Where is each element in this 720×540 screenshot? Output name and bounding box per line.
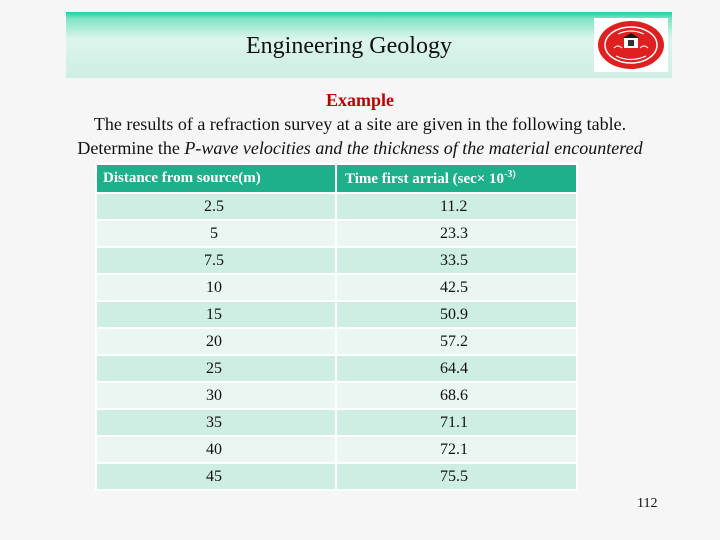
time-cell: 11.2 — [335, 192, 578, 221]
column-header-time: Time first arrial (sec× 10-3) — [335, 163, 578, 194]
example-heading: Example — [325, 90, 394, 110]
column-header-time-exponent: -3) — [504, 169, 516, 180]
table-row: 20 57.2 — [95, 327, 578, 356]
time-cell: 33.5 — [335, 246, 578, 275]
table-row: 35 71.1 — [95, 408, 578, 437]
distance-cell: 2.5 — [95, 192, 337, 221]
problem-statement-line-1: The results of a refraction survey at a … — [93, 114, 627, 134]
university-seal-icon — [594, 18, 668, 72]
distance-cell: 7.5 — [95, 246, 337, 275]
time-cell: 57.2 — [335, 327, 578, 356]
time-cell: 71.1 — [335, 408, 578, 437]
problem-statement-italic: P-wave velocities and the thickness of t… — [184, 138, 643, 158]
table-row: 25 64.4 — [95, 354, 578, 383]
time-cell: 23.3 — [335, 219, 578, 248]
distance-cell: 20 — [95, 327, 337, 356]
table-row: 10 42.5 — [95, 273, 578, 302]
time-cell: 72.1 — [335, 435, 578, 464]
distance-cell: 45 — [95, 462, 337, 491]
column-header-time-text: Time first arrial (sec× 10 — [345, 171, 505, 187]
table-row: 30 68.6 — [95, 381, 578, 410]
refraction-data-table: Distance from source(m) Time first arria… — [95, 163, 578, 491]
distance-cell: 5 — [95, 219, 337, 248]
time-cell: 42.5 — [335, 273, 578, 302]
table-row: 15 50.9 — [95, 300, 578, 329]
table-header-row: Distance from source(m) Time first arria… — [95, 163, 578, 194]
slide-title: Engineering Geology — [246, 33, 452, 59]
time-cell: 75.5 — [335, 462, 578, 491]
title-banner: Engineering Geology — [66, 12, 672, 78]
column-header-distance: Distance from source(m) — [95, 163, 337, 194]
time-cell: 68.6 — [335, 381, 578, 410]
problem-statement-prefix: Determine the — [77, 138, 185, 158]
time-cell: 50.9 — [335, 300, 578, 329]
distance-cell: 30 — [95, 381, 337, 410]
distance-cell: 15 — [95, 300, 337, 329]
distance-cell: 10 — [95, 273, 337, 302]
table-row: 2.5 11.2 — [95, 192, 578, 221]
distance-cell: 25 — [95, 354, 337, 383]
table-row: 7.5 33.5 — [95, 246, 578, 275]
problem-statement-line-2: Determine the P-wave velocities and the … — [0, 138, 720, 159]
distance-cell: 40 — [95, 435, 337, 464]
page-number: 112 — [637, 496, 658, 511]
time-cell: 64.4 — [335, 354, 578, 383]
table-row: 45 75.5 — [95, 462, 578, 491]
distance-cell: 35 — [95, 408, 337, 437]
table-row: 40 72.1 — [95, 435, 578, 464]
table-row: 5 23.3 — [95, 219, 578, 248]
